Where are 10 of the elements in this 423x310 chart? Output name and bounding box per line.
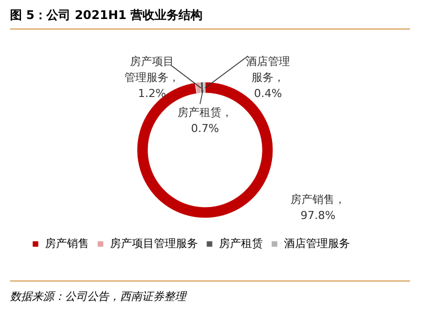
legend-label: 酒店管理服务 (284, 236, 350, 250)
data-label: 房产租赁，0.7% (178, 106, 232, 135)
legend-label: 房产租赁 (219, 236, 263, 250)
source-note: 数据来源：公司公告，西南证券整理 (10, 290, 188, 303)
chart-title: 图 5：公司 2021H1 营收业务结构 (10, 8, 203, 22)
data-label: 房产项目管理服务，1.2% (124, 55, 180, 100)
data-label: 房产销售，97.8% (290, 193, 346, 222)
legend-label: 房产销售 (45, 236, 89, 250)
legend-label: 房产项目管理服务 (110, 236, 198, 250)
data-label: 酒店管理服务，0.4% (246, 55, 290, 100)
